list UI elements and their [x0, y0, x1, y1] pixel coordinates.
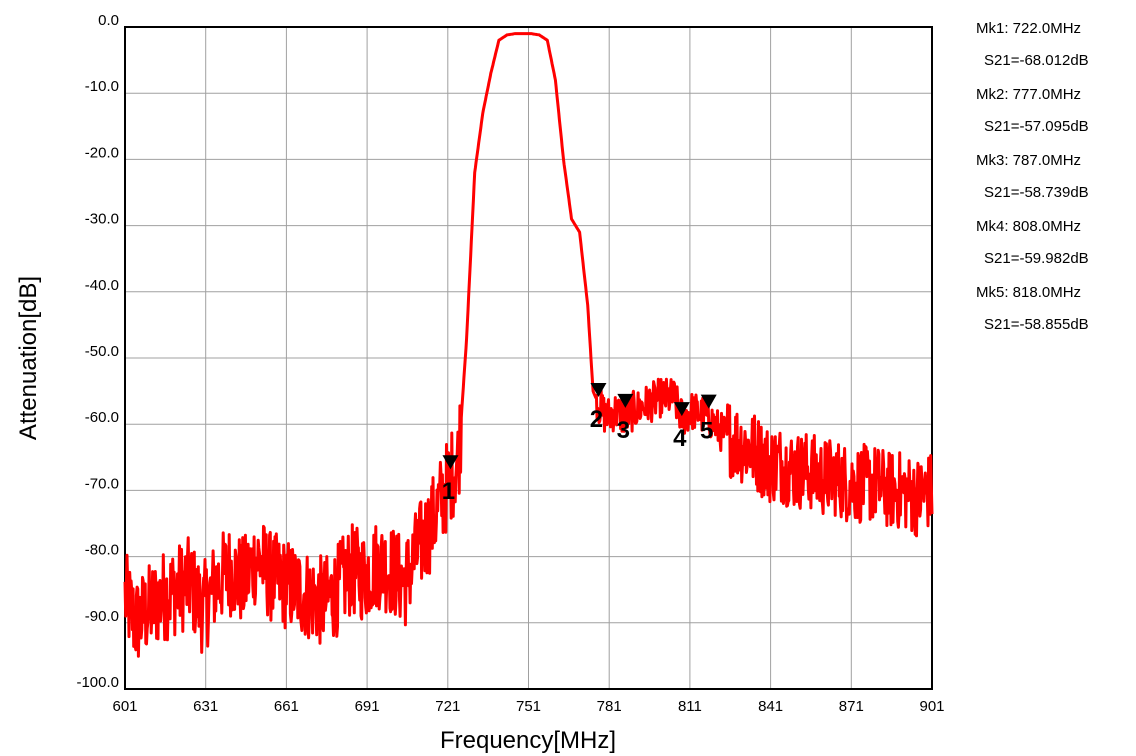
y-tick-label: -90.0	[85, 608, 119, 625]
marker-s21-text: S21=-58.855dB	[984, 316, 1089, 333]
marker-number-label: 1	[442, 478, 455, 505]
x-tick-label: 691	[355, 698, 380, 715]
series-line	[123, 32, 934, 658]
x-tick-label: 811	[678, 698, 702, 715]
y-tick-label: -10.0	[85, 78, 119, 95]
marker-number-label: 3	[617, 417, 630, 444]
x-tick-label: 751	[516, 698, 541, 715]
marker-readout: Mk5: 818.0MHz S21=-58.855dB	[958, 284, 1133, 334]
y-tick-label: -60.0	[85, 409, 119, 426]
x-tick-label: 871	[839, 698, 864, 715]
y-tick-labels: 0.0 -10.0 -20.0 -30.0 -40.0 -50.0 -60.0 -70.0 -8…	[76, 12, 119, 691]
x-tick-label: 631	[193, 698, 218, 715]
marker-number-label: 2	[590, 406, 603, 433]
marker-number-label: 5	[700, 418, 713, 445]
marker-triangle	[617, 393, 634, 408]
marker-readout: Mk4: 808.0MHz S21=-59.982dB	[958, 218, 1133, 268]
y-tick-label: -50.0	[85, 343, 119, 360]
marker-readout: Mk3: 787.0MHz S21=-58.739dB	[958, 152, 1133, 202]
y-axis-label: Attenuation[dB]	[15, 276, 42, 440]
x-tick-label: 721	[435, 698, 460, 715]
gridlines	[125, 27, 932, 689]
marker-number-label: 4	[673, 425, 687, 452]
marker-triangle	[442, 455, 459, 470]
marker-s21-text: S21=-68.012dB	[984, 52, 1089, 69]
marker-frequency-text: Mk1: 722.0MHz	[976, 20, 1082, 37]
marker-triangle	[590, 382, 607, 397]
y-tick-label: -80.0	[85, 542, 119, 559]
y-tick-label: -40.0	[85, 277, 119, 294]
y-tick-label: -100.0	[76, 674, 119, 691]
marker-s21-text: S21=-57.095dB	[984, 118, 1089, 135]
marker-s21-text: S21=-59.982dB	[984, 250, 1089, 267]
marker-frequency-text: Mk2: 777.0MHz	[976, 86, 1082, 103]
x-tick-label: 781	[597, 698, 622, 715]
plot-area-frame	[124, 26, 933, 690]
marker-frequency-text: Mk3: 787.0MHz	[976, 152, 1082, 169]
y-tick-label: -70.0	[85, 475, 119, 492]
marker-frequency-text: Mk5: 818.0MHz	[976, 284, 1082, 301]
marker-triangle	[700, 394, 717, 409]
marker-readout: Mk2: 777.0MHz S21=-57.095dB	[958, 86, 1133, 136]
x-tick-label: 661	[274, 698, 299, 715]
y-tick-label: 0.0	[98, 12, 119, 29]
marker-readout: Mk1: 722.0MHz S21=-68.012dB	[958, 20, 1133, 70]
y-tick-label: -30.0	[85, 211, 119, 228]
x-tick-label: 841	[758, 698, 783, 715]
y-tick-label: -20.0	[85, 144, 119, 161]
marker-frequency-text: Mk4: 808.0MHz	[976, 218, 1082, 235]
x-tick-labels: 601 631 661 691 721 751 781 811 841 871 901	[112, 698, 944, 715]
x-axis-label: Frequency[MHz]	[440, 727, 616, 754]
x-tick-label: 901	[919, 698, 944, 715]
marker-s21-text: S21=-58.739dB	[984, 184, 1089, 201]
markers: 1 2 3 4 5	[442, 382, 717, 505]
marker-triangle	[673, 402, 690, 417]
x-tick-label: 601	[112, 698, 137, 715]
marker-readout-panel: Mk1: 722.0MHz S21=-68.012dB Mk2: 777.0MHz S…	[958, 20, 1133, 350]
